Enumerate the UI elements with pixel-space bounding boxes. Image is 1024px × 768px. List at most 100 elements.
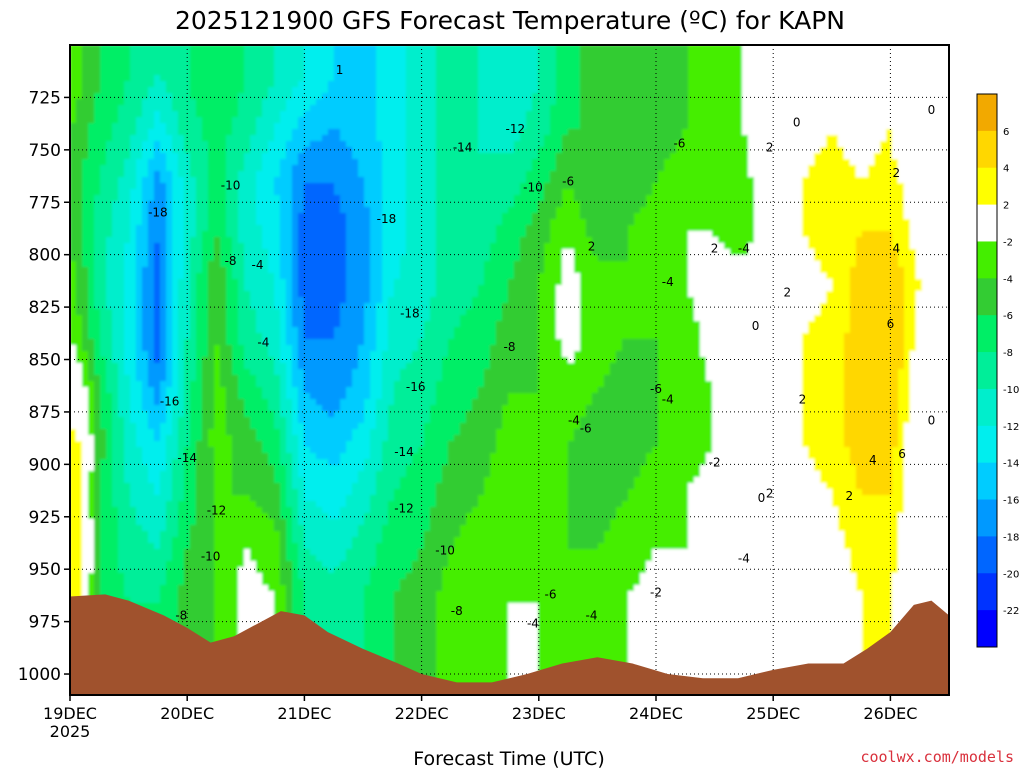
temperature-cell [202, 81, 209, 88]
temperature-cell [250, 507, 257, 514]
temperature-cell [82, 459, 89, 466]
temperature-cell [208, 369, 215, 376]
temperature-cell [130, 525, 137, 532]
temperature-cell [286, 123, 293, 130]
temperature-cell [304, 345, 311, 352]
temperature-cell [334, 471, 341, 478]
temperature-cell [190, 81, 197, 88]
temperature-cell [238, 309, 245, 316]
temperature-cell [196, 105, 203, 112]
temperature-cell [100, 321, 107, 328]
temperature-cell [238, 501, 245, 508]
temperature-cell [220, 393, 227, 400]
temperature-cell [190, 273, 197, 280]
temperature-cell [256, 81, 263, 88]
temperature-cell [238, 477, 245, 484]
temperature-cell [112, 465, 119, 472]
temperature-cell [280, 459, 287, 466]
temperature-cell [340, 267, 347, 274]
temperature-cell [82, 177, 89, 184]
temperature-cell [268, 75, 275, 82]
temperature-cell [280, 171, 287, 178]
temperature-cell [202, 189, 209, 196]
temperature-cell [88, 459, 95, 466]
temperature-cell [238, 285, 245, 292]
temperature-cell [256, 615, 263, 622]
temperature-cell [106, 183, 113, 190]
temperature-cell [244, 225, 251, 232]
temperature-cell [310, 159, 317, 166]
temperature-cell [280, 147, 287, 154]
temperature-cell [286, 267, 293, 274]
temperature-cell [238, 495, 245, 502]
temperature-cell [256, 249, 263, 256]
temperature-cell [316, 537, 323, 544]
temperature-cell [154, 87, 161, 94]
temperature-cell [256, 63, 263, 70]
temperature-cell [70, 255, 77, 262]
temperature-cell [340, 351, 347, 358]
temperature-cell [100, 369, 107, 376]
temperature-cell [148, 357, 155, 364]
temperature-cell [154, 519, 161, 526]
temperature-cell [238, 207, 245, 214]
temperature-cell [82, 417, 89, 424]
temperature-cell [280, 285, 287, 292]
temperature-cell [316, 291, 323, 298]
temperature-cell [322, 255, 329, 262]
temperature-cell [208, 453, 215, 460]
temperature-cell [202, 357, 209, 364]
temperature-cell [184, 339, 191, 346]
temperature-cell [100, 51, 107, 58]
temperature-cell [244, 543, 251, 550]
temperature-cell [244, 285, 251, 292]
temperature-cell [316, 177, 323, 184]
temperature-cell [244, 183, 251, 190]
temperature-cell [214, 525, 221, 532]
temperature-cell [322, 465, 329, 472]
temperature-cell [100, 483, 107, 490]
temperature-cell [190, 315, 197, 322]
temperature-cell [304, 537, 311, 544]
temperature-cell [292, 231, 299, 238]
temperature-cell [220, 561, 227, 568]
temperature-cell [220, 69, 227, 76]
temperature-cell [298, 267, 305, 274]
temperature-cell [340, 447, 347, 454]
temperature-cell [244, 561, 251, 568]
temperature-cell [214, 165, 221, 172]
temperature-cell [100, 387, 107, 394]
temperature-cell [190, 543, 197, 550]
temperature-cell [286, 579, 293, 586]
temperature-cell [250, 435, 257, 442]
temperature-cell [172, 279, 179, 286]
temperature-cell [220, 351, 227, 358]
temperature-cell [118, 333, 125, 340]
temperature-cell [298, 219, 305, 226]
temperature-cell [94, 435, 101, 442]
temperature-cell [256, 459, 263, 466]
temperature-cell [148, 375, 155, 382]
temperature-cell [142, 303, 149, 310]
temperature-cell [190, 363, 197, 370]
temperature-cell [100, 201, 107, 208]
temperature-cell [322, 231, 329, 238]
temperature-cell [112, 555, 119, 562]
temperature-cell [340, 417, 347, 424]
temperature-cell [166, 459, 173, 466]
temperature-cell [94, 327, 101, 334]
temperature-cell [82, 219, 89, 226]
temperature-cell [142, 495, 149, 502]
temperature-cell [322, 549, 329, 556]
temperature-cell [238, 195, 245, 202]
temperature-cell [304, 267, 311, 274]
temperature-cell [274, 213, 281, 220]
temperature-cell [112, 183, 119, 190]
temperature-cell [262, 231, 269, 238]
temperature-cell [220, 573, 227, 580]
temperature-cell [244, 363, 251, 370]
temperature-cell [322, 285, 329, 292]
temperature-cell [286, 219, 293, 226]
temperature-cell [208, 291, 215, 298]
temperature-cell [328, 129, 335, 136]
